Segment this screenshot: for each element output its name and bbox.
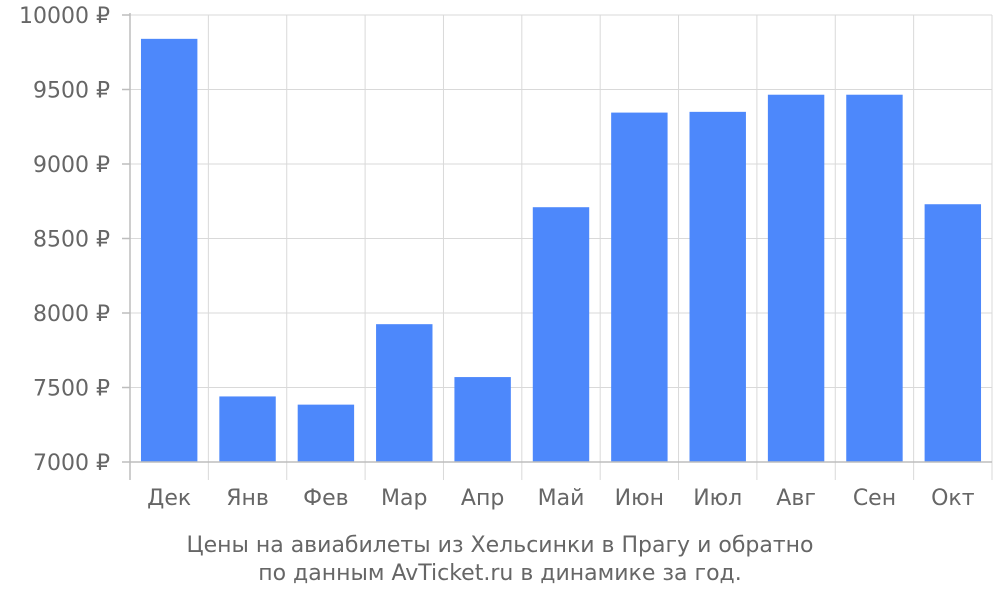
grid	[130, 14, 993, 463]
price-bar-chart: 7000 ₽ 7500 ₽ 8000 ₽ 8500 ₽ 9000 ₽ 9500 ₽ 1000…	[19, 4, 993, 511]
x-tick-label: Сен	[853, 486, 896, 511]
y-tick-label: 8000 ₽	[33, 302, 110, 327]
y-tick-labels: 7000 ₽ 7500 ₽ 8000 ₽ 8500 ₽ 9000 ₽ 9500 ₽ 1000…	[19, 4, 110, 476]
bar-5	[454, 377, 511, 462]
y-tick-label: 10000 ₽	[19, 4, 110, 29]
y-tick-label: 7000 ₽	[33, 451, 110, 476]
bar-7	[611, 112, 668, 462]
caption-line-1: Цены на авиабилеты из Хельсинки в Прагу …	[186, 533, 814, 558]
bar-3	[297, 404, 355, 462]
x-tick-label: Апр	[461, 486, 504, 511]
chart-caption: Цены на авиабилеты из Хельсинки в Прагу …	[0, 532, 1000, 588]
bars	[140, 38, 982, 463]
bar-11	[924, 204, 982, 463]
x-tick-label: Фев	[303, 486, 348, 511]
caption-line-2: по данным AvTicket.ru в динамике за год.	[258, 561, 742, 586]
bar-8	[689, 111, 746, 462]
x-tick-labels: Дек Янв Фев Мар Апр Май Июн Июл Авг Сен Окт	[147, 486, 975, 511]
bar-2	[219, 396, 276, 462]
x-tick-label: Янв	[226, 486, 269, 511]
axes	[122, 13, 993, 480]
x-tick-label: Окт	[931, 486, 975, 511]
y-tick-label: 7500 ₽	[33, 377, 110, 402]
y-tick-label: 8500 ₽	[33, 228, 110, 253]
x-tick-label: Авг	[776, 486, 816, 511]
bar-10	[846, 94, 903, 462]
bar-1	[140, 38, 198, 463]
x-tick-label: Дек	[147, 486, 191, 511]
bar-4	[376, 324, 433, 462]
bar-6	[532, 207, 590, 462]
x-tick-label: Июл	[693, 486, 742, 511]
x-tick-label: Июн	[615, 486, 664, 511]
x-tick-label: Мар	[381, 486, 427, 511]
y-tick-label: 9000 ₽	[33, 153, 110, 178]
bar-9	[767, 94, 825, 462]
y-tick-label: 9500 ₽	[33, 79, 110, 104]
x-tick-label: Май	[538, 486, 585, 511]
